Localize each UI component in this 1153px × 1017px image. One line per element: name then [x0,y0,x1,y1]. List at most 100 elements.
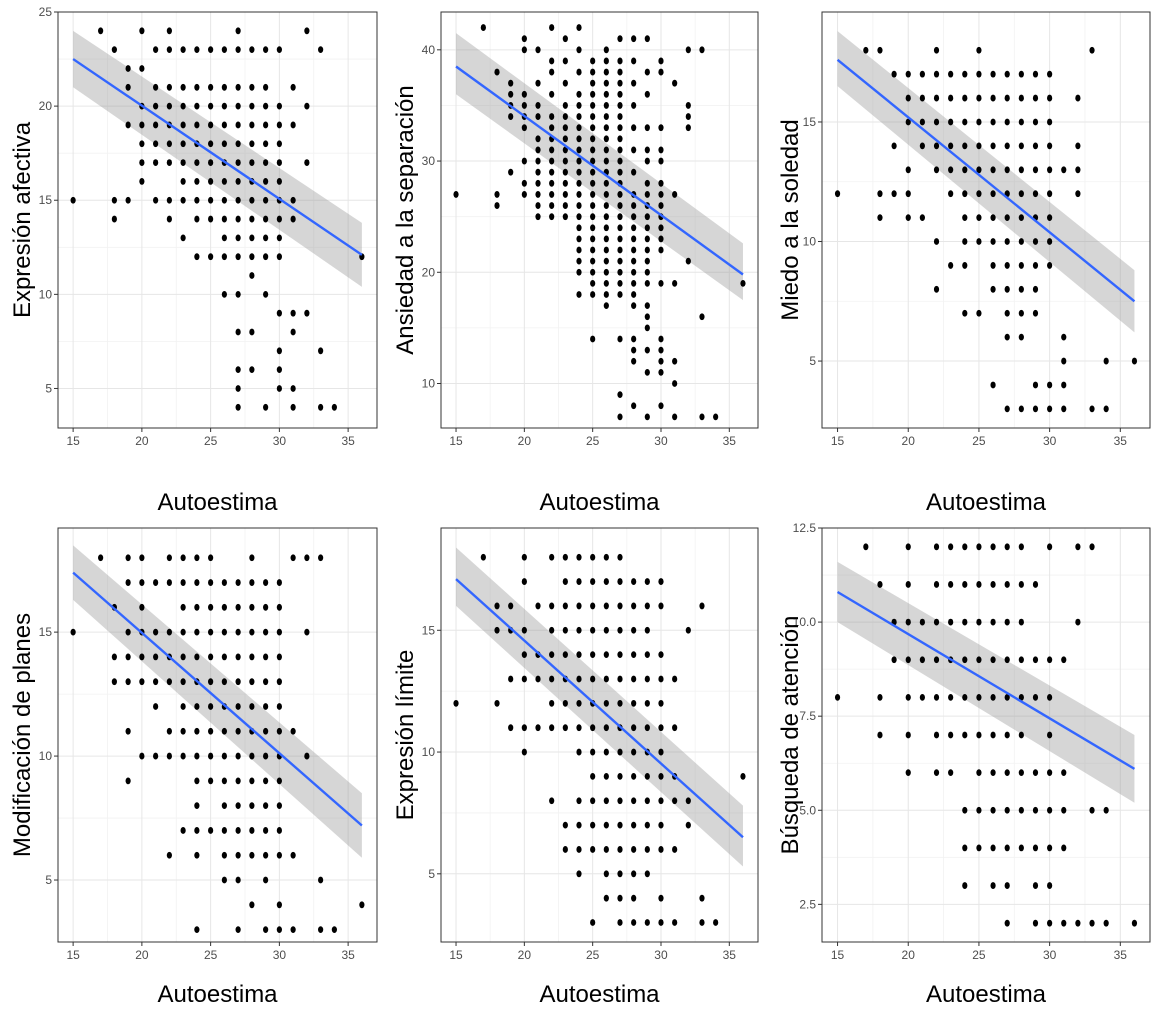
data-point [905,656,911,664]
panel-border [821,11,1151,429]
data-point [180,121,186,129]
data-point [290,403,296,411]
data-point [631,335,637,343]
data-point [631,870,637,878]
data-point [1075,190,1081,198]
data-point [658,402,664,410]
data-point [235,27,241,35]
panel-border [821,527,1151,943]
y-tick-label: 5 [45,873,52,887]
y-tick-label: 15 [803,115,817,129]
data-point [1061,357,1067,365]
data-point [562,553,568,561]
data-point [1018,844,1024,852]
data-point [125,579,131,586]
data-point [644,146,650,154]
data-point [644,413,650,421]
data-point [263,140,269,148]
regression-line [836,590,1136,770]
data-point [617,268,623,276]
data-point [590,235,596,243]
data-point [877,581,883,588]
data-point [263,703,269,710]
data-point [976,618,982,626]
data-point [235,926,241,934]
data-point [672,724,678,732]
data-point [617,57,623,65]
data-point [1047,882,1053,889]
x-tick-label: 30 [273,434,287,448]
data-point [249,901,255,909]
data-point [631,402,637,410]
data-point [194,827,200,834]
data-point [603,651,609,659]
data-point [672,380,678,387]
data-point [235,678,241,686]
data-point [562,191,568,198]
data-point [905,190,911,198]
data-point [208,653,214,661]
data-point [1018,262,1024,269]
data-point [1004,238,1010,245]
x-tick-label: 15 [831,434,845,448]
data-point [933,618,940,626]
data-point [359,901,365,909]
data-point [877,731,883,739]
data-point [1061,656,1067,664]
data-point [603,302,609,310]
data-point [644,280,650,287]
data-point [617,553,623,561]
data-point [249,159,255,166]
data-point [1004,581,1010,588]
data-point [644,821,650,829]
data-point [576,553,582,561]
data-point [603,57,609,65]
data-point [603,113,609,120]
data-point [617,578,623,585]
data-point [235,83,241,91]
data-point [221,727,227,735]
data-point [617,870,623,878]
data-point [1018,333,1024,341]
data-point [631,578,637,585]
data-point [617,113,623,120]
data-point [590,135,596,143]
data-point [180,196,186,204]
data-point [1047,405,1053,413]
data-point [180,83,186,91]
data-point [549,57,555,65]
data-point [194,752,200,760]
data-point [1032,94,1039,102]
data-point [919,618,925,626]
data-point [521,724,527,732]
data-point [658,179,664,187]
data-point [1032,405,1039,413]
data-point [125,678,131,686]
data-point [1004,693,1010,701]
data-point [948,94,954,102]
data-point [249,253,255,261]
data-point [98,554,104,562]
data-point [590,578,596,585]
data-point [235,159,241,166]
data-point [549,724,555,732]
data-point [699,602,705,610]
data-point [1047,190,1053,198]
data-point [962,70,968,78]
data-point [194,215,200,223]
data-point [535,168,541,176]
data-point [576,168,582,176]
y-axis-label: Modificación de planes [9,613,36,857]
data-point [1061,769,1067,777]
data-point [631,773,637,780]
data-point [263,178,269,185]
data-point [617,102,623,109]
data-point [1032,262,1039,269]
confidence-band [456,33,743,301]
data-point [208,678,214,686]
data-point [948,581,954,588]
data-point [976,214,982,222]
data-point [263,752,269,760]
data-point [194,851,200,859]
x-tick-label: 25 [586,948,600,962]
